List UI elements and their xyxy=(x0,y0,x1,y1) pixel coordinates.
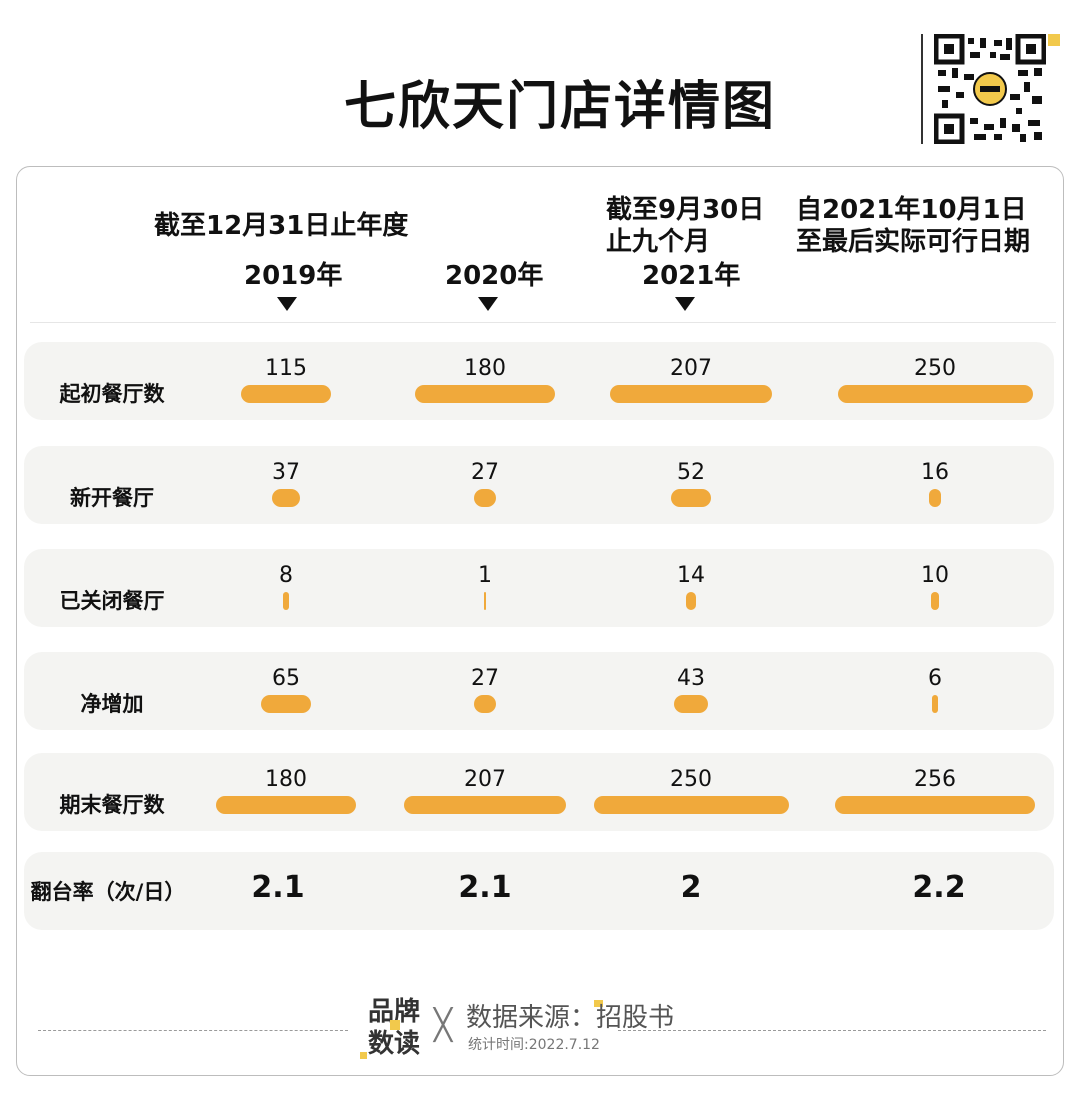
value-bar xyxy=(670,489,712,507)
header-divider xyxy=(30,322,1056,323)
value-bar xyxy=(474,489,496,507)
header-2021: 2021年 xyxy=(642,261,741,291)
row-label: 已关闭餐厅 xyxy=(59,589,165,613)
corner-accent xyxy=(1048,34,1060,46)
value-bar xyxy=(260,695,312,713)
turnover-value: 2.2 xyxy=(912,870,966,905)
value-label: 180 xyxy=(464,356,506,381)
footer-dashed-line-right xyxy=(618,1030,1046,1031)
value-bar xyxy=(835,796,1035,814)
source-accent-dot xyxy=(594,1000,603,1007)
footer-dashed-line-left xyxy=(38,1030,348,1031)
brand-dot xyxy=(390,1020,400,1030)
table-row xyxy=(24,549,1054,627)
header-2019: 2019年 xyxy=(244,261,343,291)
brand-line2: 数读 xyxy=(368,1029,421,1059)
value-bar xyxy=(932,695,938,713)
value-bar xyxy=(404,796,566,814)
data-source: 数据来源：招股书 xyxy=(466,1003,675,1033)
value-bar xyxy=(282,592,290,610)
row-label: 翻台率（次/日） xyxy=(30,880,186,904)
value-label: 256 xyxy=(914,767,956,792)
value-label: 52 xyxy=(677,460,705,485)
value-bar xyxy=(241,385,331,403)
value-bar xyxy=(685,592,697,610)
table-row xyxy=(24,446,1054,524)
stat-time: 统计时间:2022.7.12 xyxy=(468,1037,600,1053)
value-bar xyxy=(931,592,939,610)
value-label: 207 xyxy=(670,356,712,381)
page-title: 七欣天门店详情图 xyxy=(343,77,776,137)
turnover-value: 2.1 xyxy=(458,870,512,905)
value-label: 8 xyxy=(279,563,293,588)
triangle-down-icon xyxy=(277,297,297,311)
value-bar xyxy=(674,695,708,713)
value-label: 10 xyxy=(921,563,949,588)
value-bar xyxy=(474,695,496,713)
value-label: 250 xyxy=(914,356,956,381)
value-label: 207 xyxy=(464,767,506,792)
value-label: 16 xyxy=(921,460,949,485)
value-label: 27 xyxy=(471,460,499,485)
row-label: 起初餐厅数 xyxy=(59,382,165,406)
table-row xyxy=(24,652,1054,730)
value-label: 250 xyxy=(670,767,712,792)
cross-divider: ╳ xyxy=(434,1008,453,1043)
header-last-line1: 自2021年10月1日 xyxy=(796,195,1027,225)
value-label: 65 xyxy=(272,666,300,691)
value-bar xyxy=(610,385,772,403)
qr-code-icon xyxy=(934,34,1046,144)
table-row xyxy=(24,753,1054,831)
table-row xyxy=(24,342,1054,420)
row-label: 净增加 xyxy=(80,692,144,716)
value-label: 6 xyxy=(928,666,942,691)
brand-logo: 品牌 数读 xyxy=(368,996,420,1060)
turnover-value: 2 xyxy=(680,870,702,905)
header-2021-line2: 止九个月 xyxy=(606,227,711,257)
header-2021-line1: 截至9月30日 xyxy=(606,195,765,225)
value-label: 27 xyxy=(471,666,499,691)
value-label: 180 xyxy=(265,767,307,792)
row-label: 期末餐厅数 xyxy=(59,793,165,817)
triangle-down-icon xyxy=(675,297,695,311)
value-label: 14 xyxy=(677,563,705,588)
value-label: 43 xyxy=(677,666,705,691)
value-label: 1 xyxy=(478,563,492,588)
value-label: 115 xyxy=(265,356,307,381)
value-bar xyxy=(215,796,357,814)
value-bar xyxy=(928,489,942,507)
value-bar xyxy=(484,592,486,610)
header-fiscal-year: 截至12月31日止年度 xyxy=(154,211,409,241)
triangle-down-icon xyxy=(478,297,498,311)
table-row xyxy=(24,852,1054,930)
value-bar xyxy=(837,385,1033,403)
value-bar xyxy=(271,489,301,507)
value-bar xyxy=(593,796,789,814)
value-label: 37 xyxy=(272,460,300,485)
row-label: 新开餐厅 xyxy=(70,486,154,510)
header-2020: 2020年 xyxy=(445,261,544,291)
value-bar xyxy=(414,385,556,403)
qr-divider xyxy=(921,34,923,144)
brand-dot xyxy=(360,1052,367,1059)
turnover-value: 2.1 xyxy=(251,870,305,905)
header-last-line2: 至最后实际可行日期 xyxy=(796,227,1031,257)
